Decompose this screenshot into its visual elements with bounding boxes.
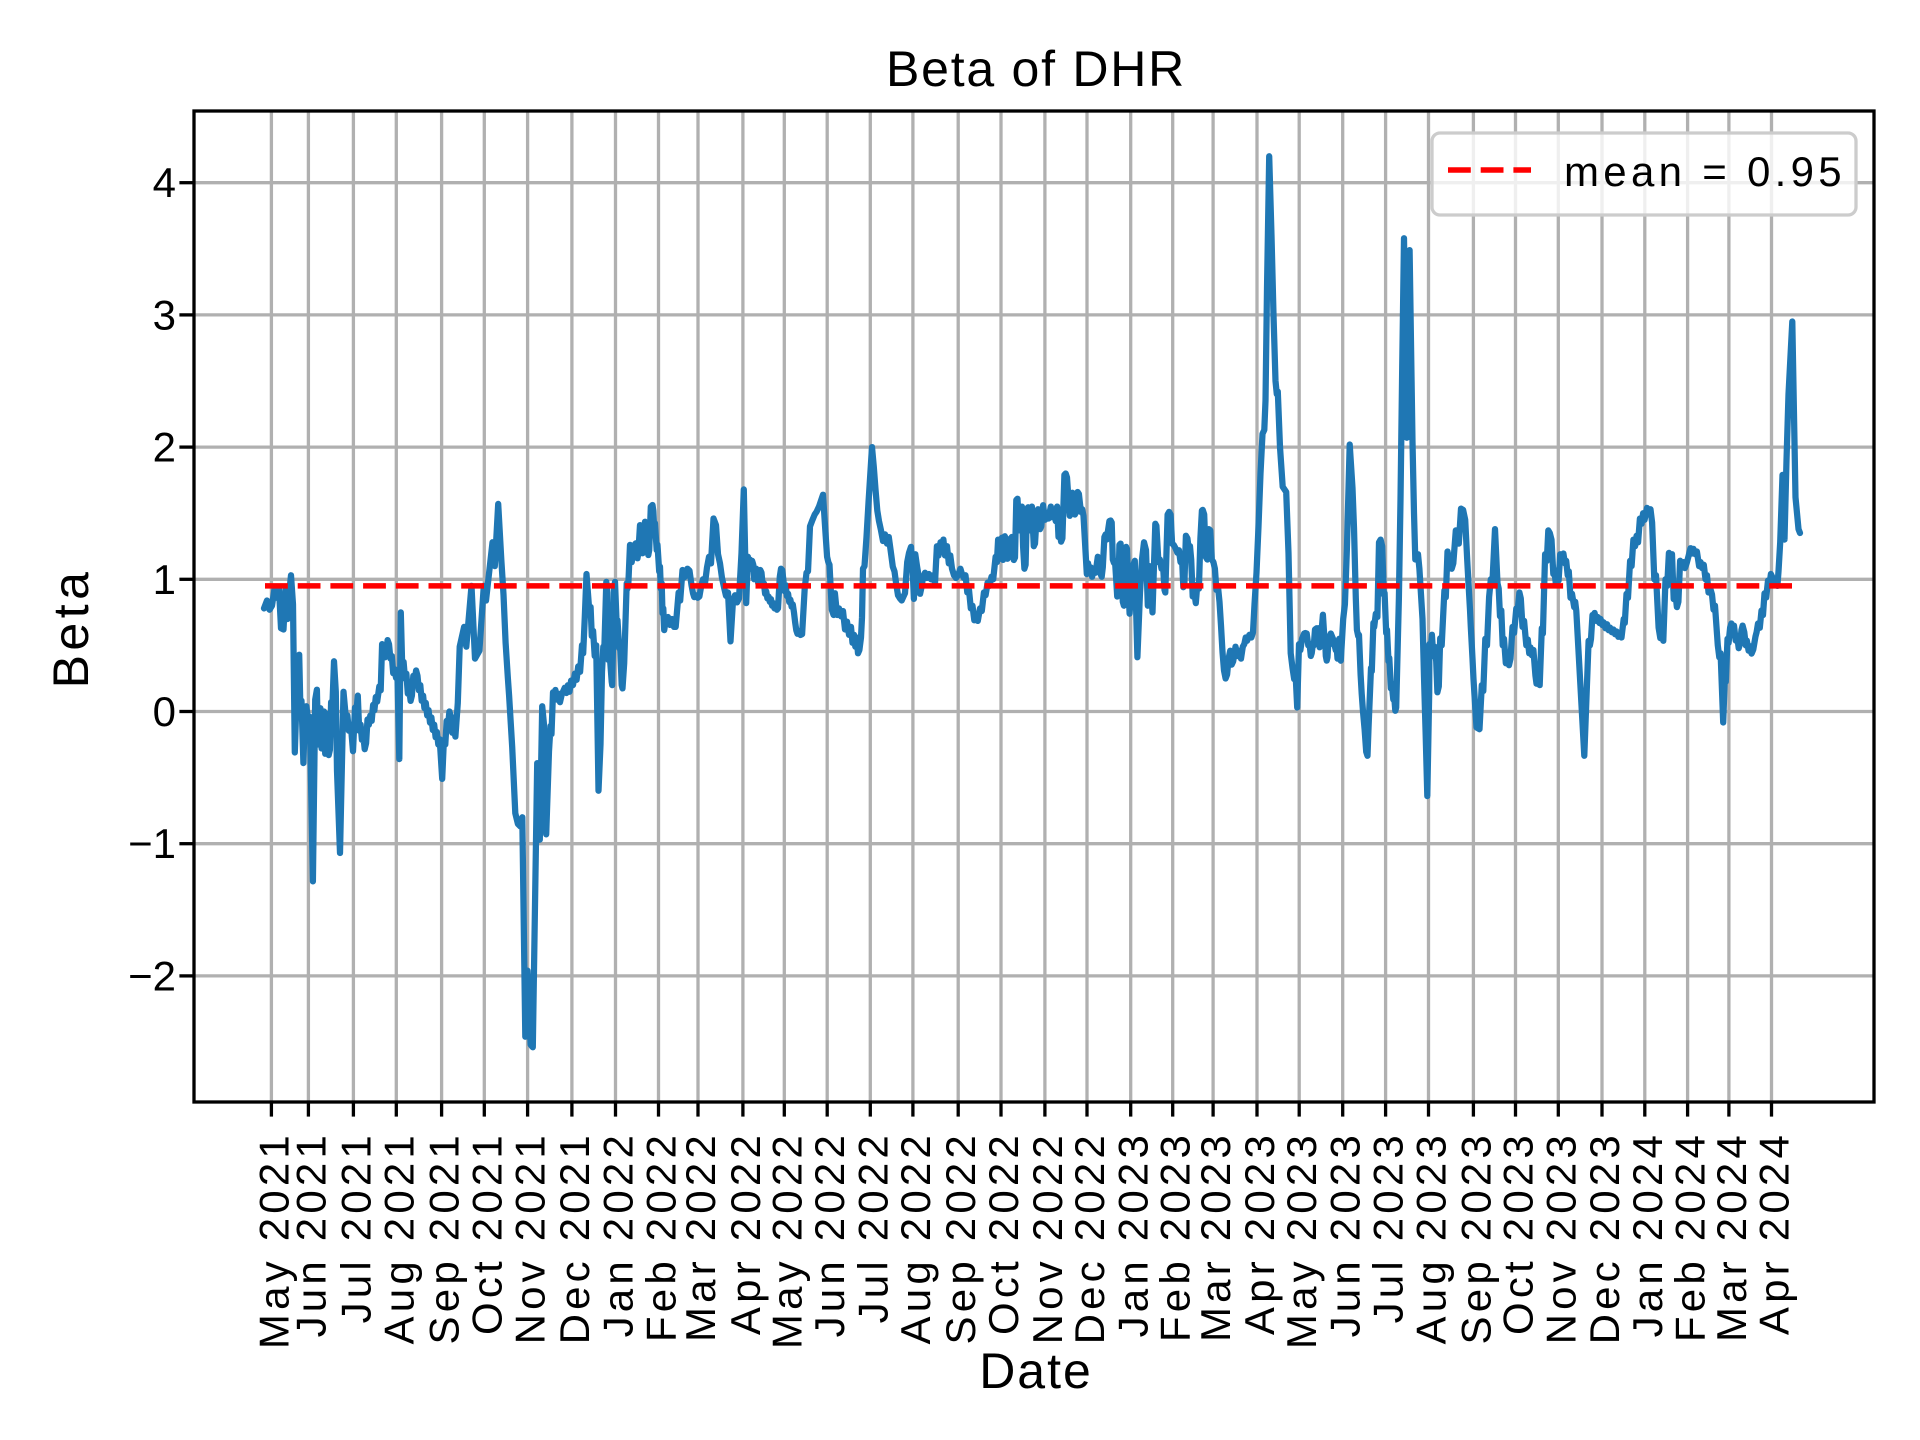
- svg-text:Oct 2022: Oct 2022: [980, 1131, 1027, 1335]
- svg-text:Apr 2024: Apr 2024: [1751, 1131, 1798, 1335]
- svg-text:Nov 2022: Nov 2022: [1024, 1131, 1071, 1344]
- svg-text:Nov 2021: Nov 2021: [507, 1131, 554, 1344]
- svg-text:1: 1: [153, 556, 176, 603]
- svg-text:Jun 2023: Jun 2023: [1322, 1131, 1369, 1337]
- svg-text:Jan 2023: Jan 2023: [1110, 1131, 1157, 1337]
- svg-text:Mar 2023: Mar 2023: [1192, 1131, 1239, 1342]
- svg-text:Dec 2023: Dec 2023: [1581, 1131, 1628, 1344]
- svg-text:May 2023: May 2023: [1278, 1131, 1325, 1349]
- svg-text:Dec 2022: Dec 2022: [1066, 1131, 1113, 1344]
- svg-text:Apr 2023: Apr 2023: [1236, 1131, 1283, 1335]
- svg-text:Dec 2021: Dec 2021: [551, 1131, 598, 1344]
- svg-text:Apr 2022: Apr 2022: [722, 1131, 769, 1335]
- svg-text:Mar 2024: Mar 2024: [1708, 1131, 1755, 1342]
- svg-text:−1: −1: [128, 820, 176, 867]
- svg-text:Jul 2022: Jul 2022: [849, 1131, 896, 1323]
- svg-text:Aug 2023: Aug 2023: [1408, 1131, 1455, 1344]
- svg-text:0: 0: [153, 688, 176, 735]
- svg-text:Aug 2021: Aug 2021: [375, 1131, 422, 1344]
- svg-text:Beta of DHR: Beta of DHR: [886, 41, 1186, 97]
- svg-text:Jun 2022: Jun 2022: [806, 1131, 853, 1337]
- svg-text:Feb 2024: Feb 2024: [1667, 1131, 1714, 1342]
- svg-text:Feb 2023: Feb 2023: [1152, 1131, 1199, 1342]
- svg-text:Jan 2024: Jan 2024: [1624, 1131, 1671, 1337]
- svg-text:Feb 2022: Feb 2022: [638, 1131, 685, 1342]
- svg-text:2: 2: [153, 424, 176, 471]
- svg-text:Sep 2023: Sep 2023: [1452, 1131, 1499, 1344]
- svg-text:3: 3: [153, 291, 176, 338]
- svg-text:Aug 2022: Aug 2022: [892, 1131, 939, 1344]
- svg-text:Jun 2021: Jun 2021: [287, 1131, 334, 1337]
- svg-text:May 2022: May 2022: [763, 1131, 810, 1349]
- svg-text:4: 4: [153, 159, 176, 206]
- svg-text:Nov 2023: Nov 2023: [1537, 1131, 1584, 1344]
- svg-text:Oct 2023: Oct 2023: [1495, 1131, 1542, 1335]
- svg-text:Oct 2021: Oct 2021: [463, 1131, 510, 1335]
- svg-text:Jan 2022: Jan 2022: [595, 1131, 642, 1337]
- svg-text:Sep 2022: Sep 2022: [937, 1131, 984, 1344]
- svg-text:Date: Date: [979, 1343, 1093, 1399]
- svg-text:Sep 2021: Sep 2021: [421, 1131, 468, 1344]
- svg-text:−2: −2: [128, 952, 176, 999]
- svg-text:Beta: Beta: [43, 568, 99, 689]
- svg-text:Jul 2023: Jul 2023: [1365, 1131, 1412, 1323]
- svg-text:Jul 2021: Jul 2021: [332, 1131, 379, 1323]
- svg-text:Mar 2022: Mar 2022: [677, 1131, 724, 1342]
- svg-text:mean = 0.95: mean = 0.95: [1564, 148, 1846, 195]
- svg-text:May 2021: May 2021: [250, 1131, 297, 1349]
